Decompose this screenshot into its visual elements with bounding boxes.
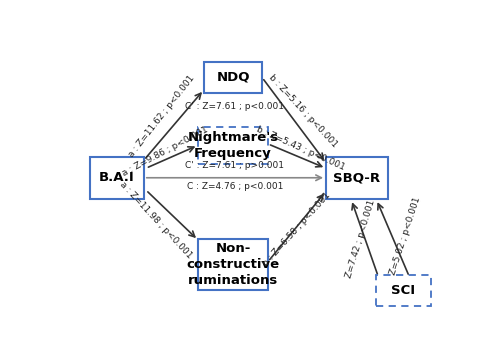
FancyBboxPatch shape (204, 62, 262, 93)
Text: Nightmare's
Frequency: Nightmare's Frequency (188, 131, 278, 160)
Text: b : Z=5.16 ; p<0.001: b : Z=5.16 ; p<0.001 (266, 73, 339, 150)
Text: Z=7.42 ; p<0.001: Z=7.42 ; p<0.001 (344, 199, 377, 279)
FancyBboxPatch shape (198, 239, 268, 290)
Text: a : Z=11.98 ; p<0.001: a : Z=11.98 ; p<0.001 (118, 180, 194, 260)
FancyBboxPatch shape (376, 275, 430, 306)
Text: a : Z=11.62 ; p<0.001: a : Z=11.62 ; p<0.001 (126, 74, 196, 159)
Text: SCI: SCI (392, 284, 415, 297)
Text: b : Z=5.43 ; p<0.001: b : Z=5.43 ; p<0.001 (255, 124, 346, 171)
Text: C : Z=4.76 ; p<0.001: C : Z=4.76 ; p<0.001 (187, 182, 283, 191)
FancyBboxPatch shape (198, 127, 268, 164)
Text: NDQ: NDQ (216, 71, 250, 84)
Text: b : Z=6.58 ; p<0.001: b : Z=6.58 ; p<0.001 (262, 190, 332, 268)
FancyBboxPatch shape (90, 157, 144, 199)
Text: SBQ-R: SBQ-R (334, 171, 380, 184)
Text: a : Z=9.86 ; p<0.001: a : Z=9.86 ; p<0.001 (121, 126, 210, 178)
Text: C' : Z=7.61 ; p>0.001: C' : Z=7.61 ; p>0.001 (186, 161, 284, 170)
Text: B.A.I: B.A.I (99, 171, 134, 184)
Text: C' : Z=7.61 ; p<0.001: C' : Z=7.61 ; p<0.001 (186, 102, 284, 111)
Text: Z=5.02 ; p<0.001: Z=5.02 ; p<0.001 (388, 196, 422, 276)
FancyBboxPatch shape (326, 157, 388, 199)
Text: Non-
constructive
ruminations: Non- constructive ruminations (186, 242, 280, 287)
